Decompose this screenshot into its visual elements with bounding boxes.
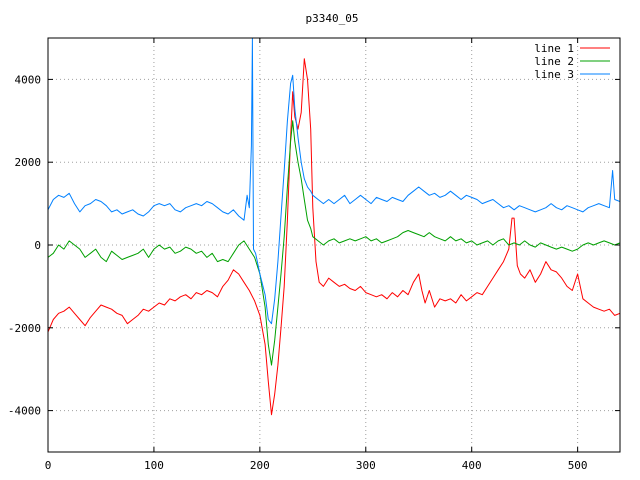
series-line-3 [48, 38, 620, 325]
legend-label-2: line 2 [534, 55, 574, 68]
y-tick-label: 2000 [15, 156, 42, 169]
x-tick-label: 100 [144, 459, 164, 472]
series-layer [48, 38, 620, 416]
x-tick-label: 400 [462, 459, 482, 472]
series-line-1 [48, 58, 620, 416]
chart-title: p3340_05 [306, 12, 359, 25]
y-tick-label: 4000 [15, 73, 42, 86]
x-tick-label: 0 [45, 459, 52, 472]
x-tick-label: 200 [250, 459, 270, 472]
grid-layer [48, 38, 620, 452]
legend-label-3: line 3 [534, 68, 574, 81]
legend-label-1: line 1 [534, 42, 574, 55]
series-line-2 [48, 120, 620, 366]
x-tick-label: 500 [568, 459, 588, 472]
y-tick-label: -2000 [8, 322, 41, 335]
plot-frame [47, 37, 621, 453]
y-tick-label: 0 [34, 239, 41, 252]
tick-layer: 0 100 200 300 400 500 -4000 -2000 0 2000 4000 [8, 38, 620, 472]
y-tick-label: -4000 [8, 405, 41, 418]
x-tick-label: 300 [356, 459, 376, 472]
